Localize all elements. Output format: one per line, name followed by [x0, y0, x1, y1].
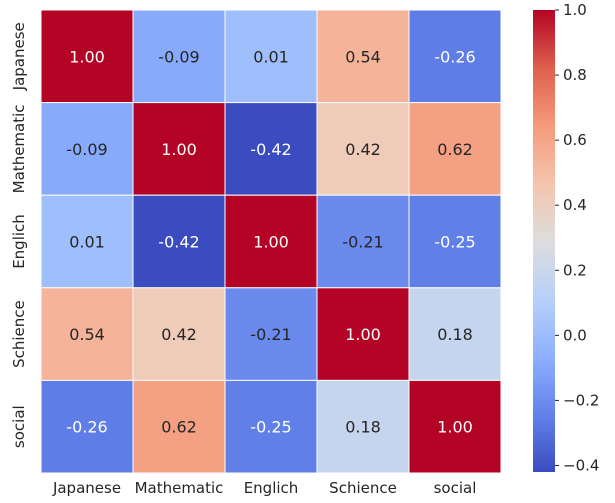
- heatmap-cell: [224, 379, 318, 474]
- heatmap-cell: [40, 379, 134, 474]
- heatmap-cell: [408, 102, 502, 196]
- colorbar-ticks: −0.4 −0.2 0.0 0.2 0.4 0.6 0.8 1.0: [555, 1, 599, 474]
- colorbar: [533, 10, 555, 472]
- x-tick-label: Englich: [244, 479, 299, 497]
- heatmap-cell: [224, 194, 318, 289]
- heatmap-cells: 1.00 -0.09 0.01 0.54 -0.26 -0.09 1.00 -0.42 0.42…: [40, 9, 502, 474]
- heatmap-cell: [224, 287, 318, 381]
- cell-value-label: -0.42: [158, 233, 199, 252]
- heatmap-cell: [132, 194, 226, 289]
- heatmap-cell: [408, 9, 502, 104]
- colorbar-tick-label: 0.4: [563, 196, 587, 214]
- heatmap-cell: [40, 9, 134, 104]
- colorbar-tick-label: 0.8: [563, 66, 587, 84]
- cell-value-label: 0.18: [437, 325, 473, 344]
- heatmap-cell: [132, 379, 226, 474]
- heatmap-cell: [316, 9, 410, 104]
- heatmap-cell: [224, 102, 318, 196]
- colorbar-tick-label: 0.2: [563, 261, 587, 279]
- heatmap-cell: [224, 9, 318, 104]
- x-axis-ticks: Japanese Mathematic Englich Schience social: [52, 479, 476, 497]
- x-tick-label: social: [434, 479, 477, 497]
- cell-value-label: 0.62: [161, 418, 197, 437]
- cell-value-label: -0.21: [250, 325, 291, 344]
- y-axis-ticks: Japanese Mathematic Englich Schience social: [10, 22, 28, 448]
- cell-value-label: -0.26: [434, 47, 475, 66]
- cell-value-label: -0.26: [66, 418, 107, 437]
- y-tick-label: Englich: [10, 214, 28, 269]
- cell-value-label: 0.54: [69, 325, 105, 344]
- cell-value-label: 0.01: [69, 233, 105, 252]
- y-tick-label: Mathematic: [10, 104, 28, 193]
- heatmap-cell: [132, 9, 226, 104]
- cell-value-label: 1.00: [345, 325, 381, 344]
- heatmap-cell: [40, 287, 134, 381]
- colorbar-tick-label: −0.4: [563, 456, 599, 474]
- cell-value-label: 0.42: [345, 140, 381, 159]
- x-tick-label: Mathematic: [135, 479, 224, 497]
- cell-value-label: -0.42: [250, 140, 291, 159]
- cell-value-label: -0.25: [250, 418, 291, 437]
- heatmap-cell: [316, 194, 410, 289]
- colorbar-tick-label: −0.2: [563, 391, 599, 409]
- cell-value-label: 0.18: [345, 418, 381, 437]
- y-tick-label: Schience: [10, 300, 28, 368]
- heatmap-cell: [40, 102, 134, 196]
- y-tick-label: social: [10, 405, 28, 448]
- cell-value-label: 0.62: [437, 140, 473, 159]
- cell-value-label: 0.54: [345, 47, 381, 66]
- colorbar-tick-label: 0.0: [563, 326, 587, 344]
- heatmap-cell: [316, 287, 410, 381]
- heatmap-cell: [408, 287, 502, 381]
- x-tick-label: Schience: [329, 479, 397, 497]
- cell-value-label: 0.01: [253, 47, 289, 66]
- cell-value-label: -0.25: [434, 233, 475, 252]
- cell-value-label: 1.00: [437, 418, 473, 437]
- cell-value-label: -0.09: [158, 47, 199, 66]
- colorbar-tick-label: 1.0: [563, 1, 587, 19]
- heatmap-cell: [132, 287, 226, 381]
- cell-value-label: 1.00: [161, 140, 197, 159]
- y-tick-label: Japanese: [10, 22, 28, 91]
- cell-value-label: -0.21: [342, 233, 383, 252]
- x-tick-label: Japanese: [52, 479, 121, 497]
- cell-value-label: -0.09: [66, 140, 107, 159]
- cell-value-label: 1.00: [253, 233, 289, 252]
- heatmap-cell: [408, 379, 502, 474]
- cell-value-label: 1.00: [69, 47, 105, 66]
- cell-value-label: 0.42: [161, 325, 197, 344]
- heatmap-cell: [408, 194, 502, 289]
- colorbar-tick-label: 0.6: [563, 131, 587, 149]
